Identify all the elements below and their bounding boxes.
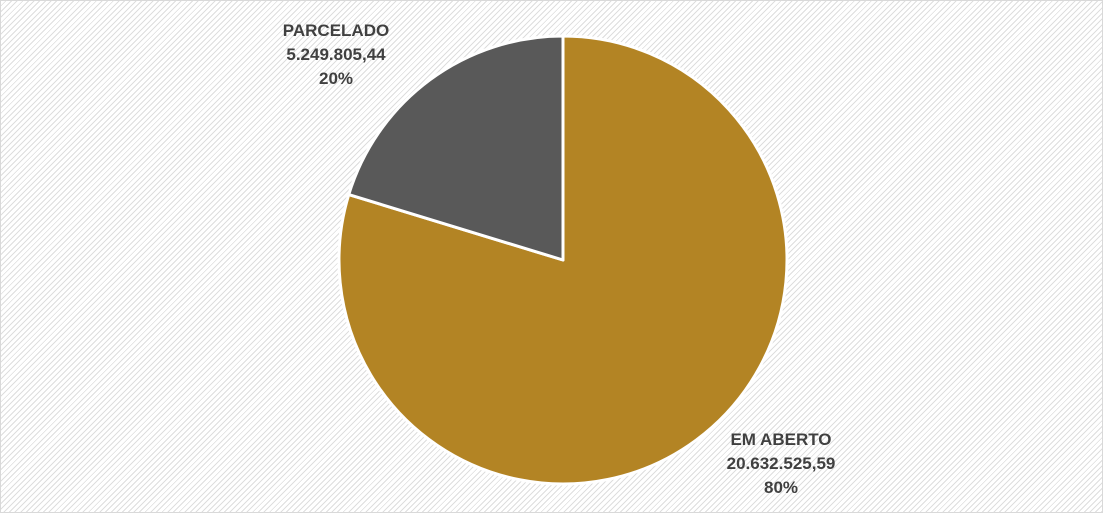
- slice-category-label: EM ABERTO: [730, 430, 832, 449]
- slice-value-label: 20.632.525,59: [726, 454, 836, 473]
- slice-value-label: 5.249.805,44: [286, 45, 386, 64]
- slice-percent-label: 80%: [763, 478, 799, 497]
- pie-slice-parcelado: [347, 34, 565, 262]
- slice-label-parcelado: PARCELADO 5.249.805,44 20%: [261, 19, 411, 91]
- slice-category-label: PARCELADO: [282, 21, 390, 40]
- slice-percent-label: 20%: [318, 69, 354, 88]
- slice-label-em-aberto: EM ABERTO 20.632.525,59 80%: [701, 428, 861, 500]
